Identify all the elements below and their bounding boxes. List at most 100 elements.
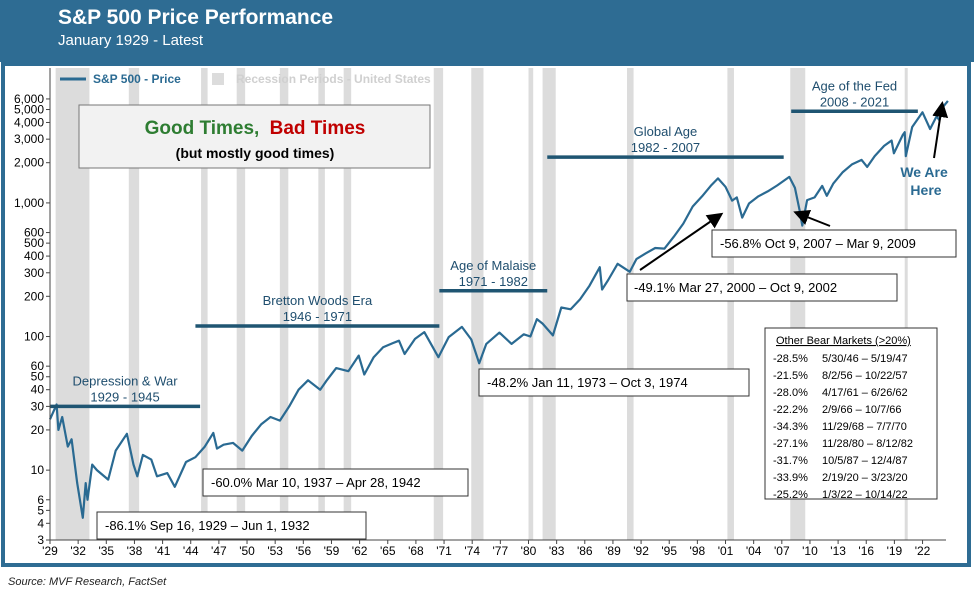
callout-good-text: Good Times,	[145, 118, 260, 139]
series-group	[48, 100, 949, 519]
y-tick-label: 30	[31, 399, 45, 413]
other-bear-markets-table: Other Bear Markets (>20%) -28.5% 5/30/46 …	[764, 327, 938, 501]
annotation-box	[96, 511, 367, 540]
x-tick-label: '53	[267, 544, 283, 558]
y-tick-label: 200	[24, 289, 44, 303]
x-tick-label: '71	[436, 544, 452, 558]
chart-subtitle: January 1929 - Latest	[58, 32, 204, 49]
good-bad-times-callout: Good Times, Bad Times (but mostly good t…	[78, 104, 431, 169]
legend: S&P 500 - Price Recession Periods - Unit…	[60, 72, 431, 86]
we-are-here-annotation: We Are Here	[900, 101, 949, 198]
bear-row-pct: -28.0%	[773, 387, 808, 399]
x-tick-label: '29	[42, 544, 58, 558]
x-tick-label: '07	[774, 544, 790, 558]
y-tick-label: 40	[31, 383, 45, 397]
bear-row-pct: -28.5%	[773, 353, 808, 365]
bear-table-title: Other Bear Markets (>20%)	[776, 335, 911, 347]
y-tick-label: 10	[31, 463, 45, 477]
x-tick-label: '16	[858, 544, 874, 558]
legend-series-label: S&P 500 - Price	[93, 72, 181, 86]
x-tick-label: '44	[183, 544, 199, 558]
x-tick-label: '04	[746, 544, 762, 558]
annotation-box	[478, 368, 750, 397]
recession-band	[343, 68, 352, 540]
bear-row-dates: 4/17/61 – 6/26/62	[822, 387, 908, 399]
x-tick-label: '89	[605, 544, 621, 558]
x-tick-label: '22	[915, 544, 931, 558]
x-tick-label: '80	[521, 544, 537, 558]
x-tick-label: '10	[802, 544, 818, 558]
era-label: Global Age	[634, 124, 698, 139]
era-label: Depression & War	[73, 373, 179, 388]
annotation-box	[202, 468, 469, 497]
recession-bands	[55, 68, 908, 540]
x-tick-label: '56	[295, 544, 311, 558]
x-tick-label: '92	[633, 544, 649, 558]
era-years: 1929 - 1945	[90, 389, 159, 404]
chart-title: S&P 500 Price Performance	[58, 6, 334, 29]
recession-band	[236, 68, 246, 540]
annotation-1929: -86.1% Sep 16, 1929 – Jun 1, 1932	[96, 511, 367, 540]
bear-table-box	[764, 327, 938, 500]
x-tick-label: '35	[98, 544, 114, 558]
recession-band	[727, 68, 734, 540]
bear-table-rows: -28.5% 5/30/46 – 5/19/47 -21.5% 8/2/56 – 10…	[773, 353, 913, 501]
callout-box	[78, 104, 431, 169]
x-tick-label: '98	[690, 544, 706, 558]
recession-band	[471, 68, 484, 540]
recession-band	[528, 68, 534, 540]
y-tick-label: 400	[24, 249, 44, 263]
annotation-box	[626, 273, 898, 302]
y-tick-label: 3,000	[14, 132, 44, 146]
x-tick-label: '83	[549, 544, 565, 558]
annotation-box	[711, 229, 957, 258]
bear-row-dates: 1/3/22 – 10/14/22	[822, 489, 908, 501]
bear-row-pct: -25.2%	[773, 489, 808, 501]
recession-band	[627, 68, 634, 540]
y-tick-label: 50	[31, 370, 45, 384]
y-tick-label: 5,000	[14, 103, 44, 117]
x-tick-label: '77	[493, 544, 509, 558]
annotation-arrow	[639, 212, 724, 271]
bear-row-dates: 2/19/20 – 3/23/20	[822, 472, 908, 484]
annotation-2000: -49.1% Mar 27, 2000 – Oct 9, 2002	[626, 212, 898, 302]
source-note: Source: MVF Research, FactSet	[8, 576, 167, 588]
recession-band	[542, 68, 556, 540]
x-tick-label: '01	[718, 544, 734, 558]
era-years: 2008 - 2021	[820, 94, 889, 109]
era-years: 1946 - 1971	[283, 309, 352, 324]
bear-row-dates: 10/5/87 – 12/4/87	[822, 455, 908, 467]
x-tick-label: '50	[239, 544, 255, 558]
callout-subtext: (but mostly good times)	[176, 145, 335, 161]
x-tick-label: '68	[408, 544, 424, 558]
y-tick-label: 2,000	[14, 156, 44, 170]
chart-header: S&P 500 Price Performance January 1929 -…	[0, 0, 974, 62]
series-line-sp500	[48, 100, 949, 519]
annotation-text: -86.1% Sep 16, 1929 – Jun 1, 1932	[105, 518, 310, 533]
x-tick-label: '41	[155, 544, 171, 558]
annotation-1973: -48.2% Jan 11, 1973 – Oct 3, 1974	[478, 368, 750, 397]
we-are-here-arrow	[932, 101, 949, 159]
era-years: 1982 - 2007	[631, 140, 700, 155]
recession-band	[201, 68, 208, 540]
bear-row-dates: 2/9/66 – 10/7/66	[822, 404, 902, 416]
bear-row-dates: 5/30/46 – 5/19/47	[822, 353, 908, 365]
x-tick-label: '62	[352, 544, 368, 558]
recession-band	[128, 68, 140, 540]
x-tick-label: '19	[887, 544, 903, 558]
annotation-arrow	[793, 209, 831, 227]
y-tick-label: 100	[24, 330, 44, 344]
bear-row-dates: 11/28/80 – 8/12/82	[822, 438, 913, 450]
x-tick-label: '95	[661, 544, 677, 558]
y-tick-label: 6,000	[14, 92, 44, 106]
y-tick-label: 5	[37, 503, 44, 517]
y-tick-label: 600	[24, 226, 44, 240]
bear-row-dates: 11/29/68 – 7/7/70	[822, 421, 907, 433]
bear-row-pct: -33.9%	[773, 472, 808, 484]
x-tick-label: '65	[380, 544, 396, 558]
annotation-2007: -56.8% Oct 9, 2007 – Mar 9, 2009	[711, 209, 957, 258]
y-tick-label: 6	[37, 493, 44, 507]
bear-row-pct: -31.7%	[773, 455, 808, 467]
